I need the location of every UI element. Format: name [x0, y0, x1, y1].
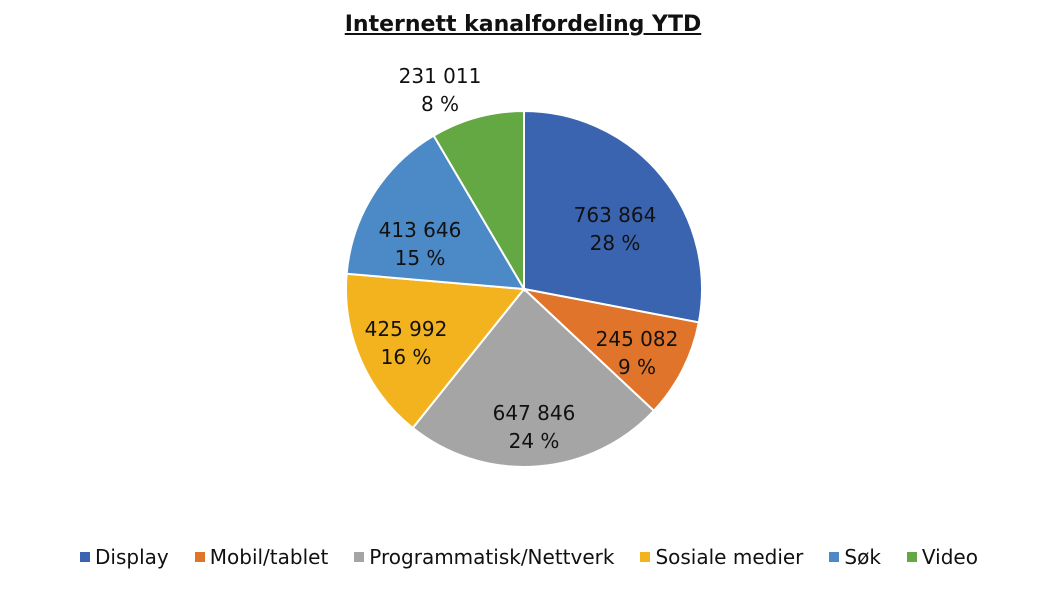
legend-swatch [906, 552, 917, 562]
legend-label: Display [95, 545, 169, 569]
legend-swatch [194, 552, 205, 562]
pie-slice-video [432, 109, 525, 293]
data-label-percent: 15 % [395, 246, 446, 270]
legend-swatch [354, 552, 365, 562]
legend-item: Video [906, 545, 978, 569]
legend-label: Programmatisk/Nettverk [369, 545, 615, 569]
data-label-value: 647 846 [493, 401, 576, 425]
legend-label: Mobil/tablet [209, 545, 329, 569]
legend-item: Display [80, 545, 169, 569]
data-label-percent: 8 % [421, 92, 459, 116]
legend-label: Søk [844, 545, 881, 569]
pie-slice-display [523, 109, 703, 324]
pie-slices [345, 109, 703, 468]
legend-swatch [80, 552, 91, 562]
pie-slice-mobil-tablet [520, 287, 701, 413]
data-label-value: 245 082 [596, 327, 679, 351]
chart-title: Internett kanalfordeling YTD [344, 12, 702, 37]
legend: Display Mobil/tablet Programmatisk/Nettver… [0, 542, 1058, 572]
legend-label: Video [921, 545, 978, 569]
data-label-value: 763 864 [574, 203, 657, 227]
data-label-percent: 24 % [509, 429, 560, 453]
pie-slice-programmatisk-nettverk [411, 287, 656, 468]
legend-swatch [640, 552, 651, 562]
pie-slice-sosiale-medier [345, 272, 526, 430]
pie-slice-søk [345, 134, 526, 291]
legend-item: Sosiale medier [640, 545, 803, 569]
data-label-percent: 9 % [618, 355, 656, 379]
data-label-value: 231 011 [399, 64, 482, 88]
legend-item: Søk [829, 545, 881, 569]
data-label-value: 425 992 [365, 317, 448, 341]
data-label-percent: 28 % [590, 231, 641, 255]
legend-item: Mobil/tablet [194, 545, 329, 569]
legend-item: Programmatisk/Nettverk [354, 545, 614, 569]
data-label-percent: 16 % [381, 345, 432, 369]
legend-label: Sosiale medier [655, 545, 804, 569]
data-label-value: 413 646 [379, 218, 462, 242]
data-labels: 763 864 28 % 245 082 9 % 647 846 24 % 425 992 1… [365, 64, 679, 453]
legend-swatch [829, 552, 840, 562]
